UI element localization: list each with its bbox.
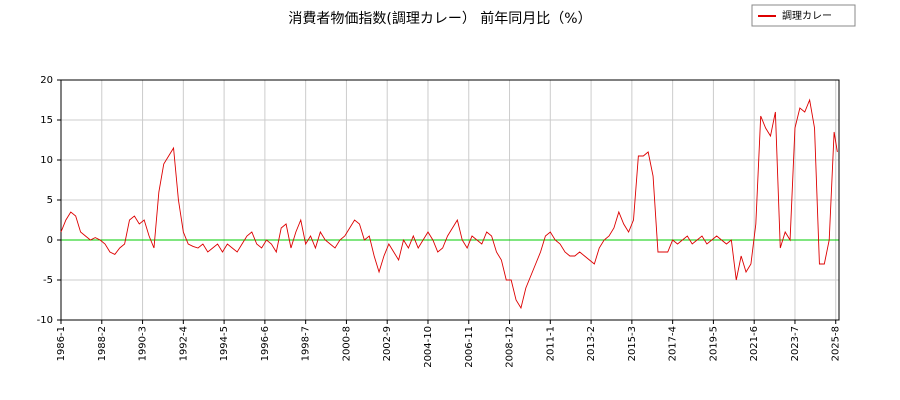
legend: 調理カレー [751,4,856,27]
y-tick-label: 10 [40,155,53,166]
x-tick-label: 2015-3 [627,326,638,361]
x-tick-label: 1986-1 [56,326,67,361]
x-tick-label: 2017-4 [668,326,679,361]
y-tick-label: 5 [47,195,53,206]
y-tick-label: 20 [40,75,53,86]
x-tick-label: 2025-8 [831,326,842,361]
x-tick-label: 1988-2 [97,326,108,361]
x-tick-label: 1990-3 [138,326,149,361]
x-tick-label: 2023-7 [790,326,801,361]
x-tick-label: 1998-7 [301,326,312,361]
x-tick-label: 2000-8 [341,326,352,361]
x-tick-label: 2008-12 [505,326,516,368]
x-tick-label: 2013-2 [586,326,597,361]
x-tick-label: 2011-1 [545,326,556,361]
y-tick-label: -10 [37,315,53,326]
x-tick-label: 1992-4 [178,326,189,361]
x-tick-label: 1996-6 [260,326,271,361]
x-tick-label: 2006-11 [464,326,475,368]
legend-box [751,4,856,27]
legend-label: 調理カレー [782,9,832,22]
y-tick-label: 0 [47,235,53,246]
x-tick-label: 2021-6 [749,326,760,361]
x-tick-label: 1994-5 [219,326,230,361]
plot-frame [60,79,840,321]
x-tick-label: 2002-9 [382,326,393,361]
y-tick-label: 15 [40,115,53,126]
x-tick-label: 2019-5 [708,326,719,361]
y-tick-label: -5 [43,275,53,286]
data-line [60,98,838,310]
x-tick-label: 2004-10 [423,326,434,368]
chart-title: 消費者物価指数(調理カレー） 前年同月比（%） [288,10,591,27]
